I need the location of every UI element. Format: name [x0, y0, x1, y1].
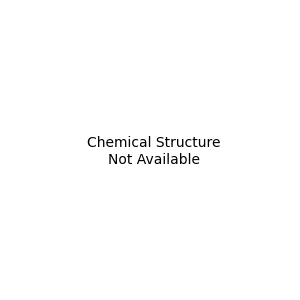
Text: Chemical Structure
Not Available: Chemical Structure Not Available [87, 136, 220, 166]
